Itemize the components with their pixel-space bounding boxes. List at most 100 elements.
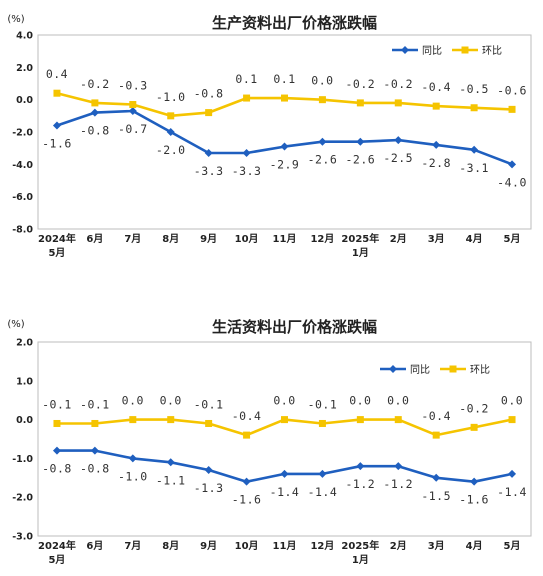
chart-panel-1: 生产资料出厂价格涨跌幅 (%) 4.0 2.0 0.0 -2.0 -4.0 -6.0 -8.0 2…: [7, 14, 532, 259]
x-tick-label: 11月: [273, 540, 297, 552]
x-tick-label: 5月: [48, 554, 65, 566]
x-tick-label: 2024年: [38, 232, 76, 245]
data-label: -1.6: [42, 137, 72, 151]
data-label: 0.1: [273, 72, 295, 86]
data-point: [91, 99, 99, 107]
data-point: [280, 142, 289, 151]
legend-label: 环比: [470, 364, 490, 376]
y-tick-label: -2.0: [12, 493, 33, 504]
x-tick-label: 5月: [48, 247, 65, 259]
data-point: [90, 108, 99, 117]
data-label: -0.8: [80, 124, 110, 138]
data-point: [204, 466, 213, 475]
x-tick-label: 2月: [390, 233, 407, 245]
data-label: 0.1: [235, 72, 257, 86]
data-point: [166, 128, 175, 136]
data-label: -1.2: [383, 477, 413, 491]
x-tick-label: 10月: [235, 233, 259, 245]
y-tick-label: -8.0: [12, 225, 33, 236]
data-label: -0.1: [308, 397, 338, 411]
x-tick-label: 9月: [200, 540, 217, 552]
x-tick-label: 5月: [504, 540, 521, 552]
x-tick-label: 11月: [273, 233, 297, 245]
data-label: 0.0: [122, 394, 144, 408]
data-label: -0.7: [118, 122, 148, 136]
data-point: [508, 416, 516, 424]
data-label: 0.0: [311, 74, 333, 88]
data-label: -0.1: [80, 397, 110, 411]
data-point: [53, 419, 61, 427]
data-point: [470, 477, 479, 486]
data-label: -2.6: [345, 153, 375, 167]
chart-title: 生活资料出厂价格涨跌幅: [212, 318, 377, 336]
data-label: -0.1: [194, 397, 224, 411]
x-tick-label: 4月: [466, 233, 483, 245]
legend-marker: [401, 46, 409, 54]
y-tick-label: 4.0: [16, 31, 33, 42]
data-label: 0.0: [387, 394, 409, 408]
data-point: [52, 446, 61, 455]
data-point: [470, 423, 478, 431]
data-label: -0.4: [232, 409, 262, 423]
data-label: -1.2: [345, 477, 375, 491]
data-point: [356, 137, 365, 146]
data-point: [470, 104, 478, 112]
y-tick-label: 2.0: [16, 338, 33, 349]
data-point: [90, 446, 99, 455]
data-point: [128, 106, 137, 115]
data-point: [281, 416, 288, 424]
legend-marker: [449, 365, 457, 373]
x-tick-label: 6月: [86, 540, 103, 552]
data-point: [356, 416, 364, 424]
data-point: [394, 462, 403, 471]
data-point: [243, 94, 251, 102]
y-tick-label: -2.0: [12, 128, 33, 139]
data-label: -0.2: [80, 77, 110, 91]
data-label: -1.4: [308, 485, 338, 499]
data-label: -2.0: [156, 143, 186, 157]
data-label: -2.6: [308, 153, 338, 167]
data-point: [508, 160, 517, 169]
data-point: [508, 105, 516, 113]
data-point: [242, 149, 251, 158]
legend-label: 同比: [422, 45, 442, 57]
data-label: -1.4: [270, 485, 300, 499]
x-tick-label: 5月: [504, 233, 521, 245]
data-label: -1.5: [421, 489, 451, 503]
data-label: -1.3: [194, 481, 224, 495]
data-label: -4.0: [497, 175, 527, 189]
data-point: [432, 431, 440, 439]
data-point: [432, 140, 441, 149]
data-label: 0.0: [349, 394, 371, 408]
x-tick-label: 9月: [200, 233, 217, 245]
y-tick-label: -4.0: [12, 160, 33, 171]
data-label: -0.6: [497, 83, 527, 97]
data-point: [242, 477, 251, 486]
data-label: -1.6: [232, 493, 262, 507]
data-point: [52, 121, 61, 130]
y-tick-label: 2.0: [16, 63, 33, 74]
data-point: [129, 416, 137, 424]
data-label: -0.8: [42, 462, 72, 476]
x-tick-label: 6月: [86, 233, 103, 245]
data-label: 0.0: [273, 394, 295, 408]
data-label: 0.4: [46, 67, 68, 81]
data-label: -3.1: [459, 161, 489, 175]
x-tick-label: 2025年: [341, 539, 379, 552]
x-tick-label: 3月: [428, 540, 445, 552]
y-tick-label: -6.0: [12, 192, 33, 203]
x-tick-label: 3月: [428, 233, 445, 245]
data-label: -0.4: [421, 409, 451, 423]
y-tick-label: 1.0: [16, 376, 33, 387]
data-label: -3.3: [232, 164, 262, 178]
data-point: [470, 145, 479, 154]
chart-title: 生产资料出厂价格涨跌幅: [212, 14, 377, 32]
x-tick-label: 7月: [124, 233, 141, 245]
y-tick-label: -3.0: [12, 532, 33, 543]
data-point: [432, 102, 440, 110]
chart-panel-2: 生活资料出厂价格涨跌幅 (%) 2.0 1.0 0.0 -1.0 -2.0 -3.0 2024年…: [7, 318, 532, 566]
data-point: [281, 94, 288, 102]
data-point: [356, 462, 365, 471]
data-label: -0.4: [421, 80, 451, 94]
x-tick-label: 2024年: [38, 539, 76, 552]
